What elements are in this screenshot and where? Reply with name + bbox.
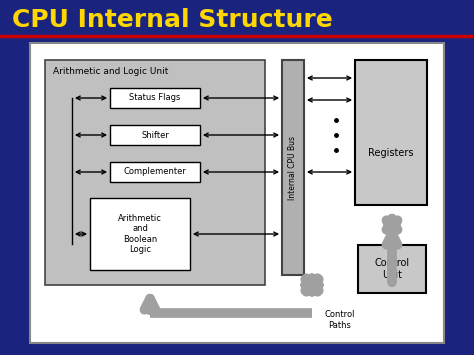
Bar: [355, 60, 427, 205]
Bar: [110, 162, 200, 182]
Bar: [90, 198, 190, 270]
Bar: [110, 125, 200, 145]
Text: Shifter: Shifter: [141, 131, 169, 140]
Text: CPU Internal Structure: CPU Internal Structure: [12, 8, 333, 32]
Text: Control
Paths: Control Paths: [325, 310, 355, 330]
Text: Control
Unit: Control Unit: [374, 258, 410, 280]
Text: Arithmetic and Logic Unit: Arithmetic and Logic Unit: [53, 66, 168, 76]
Bar: [282, 60, 304, 275]
Text: Status Flags: Status Flags: [129, 93, 181, 103]
Bar: [30, 43, 444, 343]
Bar: [110, 88, 200, 108]
Text: Registers: Registers: [368, 147, 414, 158]
Text: Complementer: Complementer: [124, 168, 186, 176]
Bar: [358, 245, 426, 293]
Text: Arithmetic
and
Boolean
Logic: Arithmetic and Boolean Logic: [118, 214, 162, 254]
Text: Internal CPU Bus: Internal CPU Bus: [289, 136, 298, 200]
Bar: [45, 60, 265, 285]
